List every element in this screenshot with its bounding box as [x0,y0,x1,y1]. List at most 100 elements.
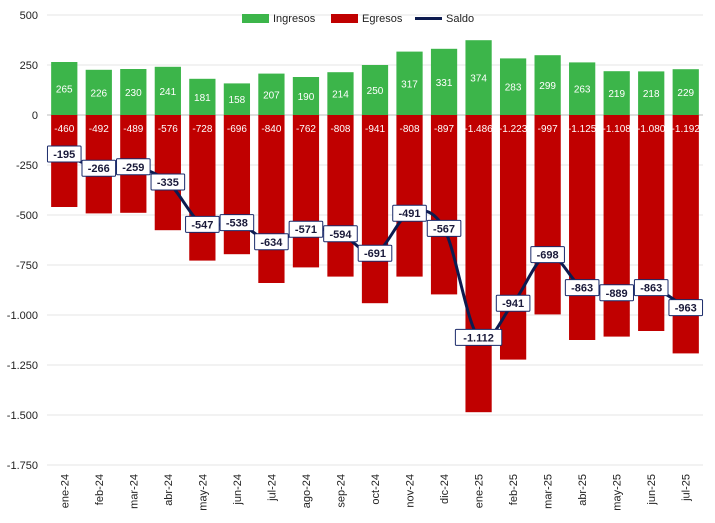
x-tick-label: ene-25 [474,474,486,508]
saldo-labels: -195 -266 -259 -335 -547 -538 -634 -571 -594 -691… [46,145,704,346]
legend-label: Saldo [446,13,474,25]
x-tick-label: jun-24 [232,474,244,506]
bar-labels: 265 -460 226 -492 230 -489 241 -576 181 -728 158 -6… [54,74,700,135]
saldo-data-label: -266 [81,159,117,177]
ingresos-data-label: 229 [677,88,694,99]
saldo-data-label: -698 [530,246,565,264]
egresos-bar [223,115,251,255]
egresos-data-label: -1.192 [672,124,701,135]
egresos-bar [499,115,527,360]
saldo-data-label: -335 [150,173,186,191]
saldo-data-label: -547 [185,215,220,233]
saldo-label-text: -547 [191,219,213,231]
saldo-data-label: -567 [426,219,462,237]
ingresos-data-label: 214 [332,90,349,101]
x-tick-label: ago-24 [301,474,313,508]
x-tick-label: mar-25 [543,474,555,509]
saldo-label-box [357,244,393,262]
saldo-label-box [633,279,669,297]
y-tick-label: 250 [20,60,38,72]
egresos-data-label: -696 [227,124,247,135]
saldo-data-label: -963 [668,299,704,317]
saldo-data-label: -941 [495,294,531,312]
saldo-label-text: -698 [537,250,559,262]
saldo-label-text: -963 [675,303,697,315]
saldo-label-box [116,158,151,176]
y-tick-label: -500 [16,210,38,222]
ingresos-bar [499,58,527,115]
legend-item: Egresos [331,13,403,25]
ingresos-data-label: 207 [263,90,280,101]
x-axis: ene-24 feb-24 mar-24 abr-24 may-24 jun-24 jul-… [59,474,692,511]
ingresos-data-label: 250 [367,86,384,97]
egresos-bar [465,115,492,413]
ingresos-bar [534,55,561,115]
ingresos-data-label: 265 [56,85,73,96]
ingresos-data-label: 317 [401,79,418,90]
saldo-label-text: -538 [226,218,248,230]
saldo-data-label: -594 [323,225,358,243]
saldo-label-box [81,159,117,177]
egresos-data-label: -997 [538,124,558,135]
egresos-data-label: -840 [261,124,281,135]
ingresos-data-label: 230 [125,88,142,99]
saldo-label-text: -1.112 [463,332,494,344]
x-tick-label: abr-25 [577,474,589,506]
egresos-data-label: -941 [365,124,385,135]
egresos-data-label: -576 [158,124,178,135]
y-tick-label: -1.250 [7,360,38,372]
ingresos-data-label: 283 [505,83,522,94]
ingresos-data-label: 374 [470,74,487,85]
y-tick-label: -750 [16,260,38,272]
saldo-data-label: -1.112 [454,328,503,346]
ingresos-bar [223,83,251,115]
saldo-data-label: -571 [288,220,324,238]
ingresos-bar [120,69,147,115]
saldo-data-label: -863 [564,279,600,297]
saldo-data-label: -863 [633,279,669,297]
saldo-label-text: -567 [433,223,455,235]
egresos-bar [396,115,423,277]
egresos-data-label: -762 [296,124,316,135]
ingresos-data-label: 299 [539,81,556,92]
saldo-label-box [323,225,358,243]
saldo-label-box [530,246,565,264]
x-tick-label: feb-24 [94,474,106,505]
egresos-data-label: -492 [89,124,109,135]
legend-swatch [331,14,358,23]
egresos-data-label: -1.486 [464,124,493,135]
saldo-label-text: -195 [53,149,75,161]
saldo-label-box [426,219,462,237]
egresos-bar [672,115,699,354]
ingresos-bar [638,71,665,115]
egresos-bar [189,115,216,261]
saldo-label-box [392,204,427,222]
saldo-data-label: -634 [254,233,289,251]
ingresos-bar [430,48,458,115]
y-axis: 500 250 0 -250 -500 -750 -1.000 -1.250 -1.500 -1.… [7,10,38,472]
egresos-data-label: -1.080 [637,124,666,135]
x-tick-label: nov-24 [405,474,417,508]
egresos-bar [430,115,458,295]
ingresos-bar [396,51,423,115]
saldo-label-box [495,294,531,312]
legend-item: Saldo [415,13,474,25]
x-tick-label: ene-24 [59,474,71,508]
egresos-bar [258,115,285,283]
x-tick-label: jun-25 [646,474,658,506]
saldo-data-label: -195 [46,145,82,163]
egresos-data-label: -808 [330,124,350,135]
egresos-bar [154,115,181,231]
egresos-bar [292,115,320,268]
x-tick-label: feb-25 [508,474,520,505]
saldo-label-box [150,173,186,191]
saldo-label-box [599,284,634,302]
egresos-bar [569,115,596,340]
saldo-label-text: -594 [329,229,352,241]
egresos-bar [361,115,389,304]
x-tick-label: sep-24 [335,474,347,508]
ingresos-data-label: 219 [608,89,625,100]
egresos-data-label: -897 [434,124,454,135]
ingresos-data-label: 226 [90,88,107,99]
saldo-label-text: -266 [88,163,110,175]
